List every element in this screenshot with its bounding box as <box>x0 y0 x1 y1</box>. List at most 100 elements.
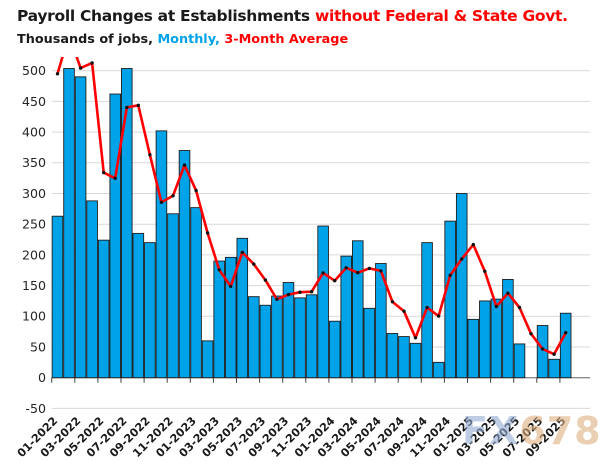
y-tick-label: 350 <box>22 155 46 170</box>
x-axis-labels: 01-202203-202205-202207-202209-202211-20… <box>15 414 569 460</box>
bars-monthly <box>51 68 572 379</box>
average-line-marker <box>217 268 221 272</box>
bar-monthly <box>340 255 352 379</box>
subtitle-units: Thousands of jobs, <box>17 32 158 47</box>
y-tick-label: 0 <box>38 370 46 385</box>
average-line-marker <box>90 61 94 65</box>
y-tick-label: 50 <box>30 339 46 354</box>
average-line-marker <box>564 331 568 335</box>
x-axis-ticks <box>51 377 561 383</box>
bar-monthly <box>178 150 191 379</box>
average-line-marker <box>344 266 348 270</box>
bar-monthly <box>328 320 341 379</box>
average-line-marker <box>252 262 256 266</box>
y-tick-label: 400 <box>22 125 46 140</box>
bar-monthly <box>409 342 422 379</box>
bar-monthly <box>120 68 133 379</box>
y-tick-label: 450 <box>22 94 46 109</box>
average-line-marker <box>182 163 187 167</box>
bar-monthly <box>386 333 399 379</box>
bar-monthly <box>201 340 214 379</box>
average-line-marker <box>529 332 533 336</box>
average-line-marker <box>263 278 268 282</box>
bar-monthly <box>224 256 237 379</box>
legend-monthly: Monthly, <box>157 32 225 47</box>
y-tick-label: 150 <box>22 278 46 293</box>
y-tick-label: -50 <box>25 401 46 416</box>
bar-monthly <box>97 239 110 379</box>
average-line-marker <box>402 309 406 313</box>
average-line-marker <box>540 347 545 351</box>
average-line-marker <box>205 231 210 235</box>
average-line-marker <box>494 304 499 309</box>
bar-monthly <box>305 294 318 379</box>
bar-monthly <box>63 68 75 379</box>
bar-monthly <box>190 207 202 379</box>
y-tick-label: 500 <box>22 63 46 78</box>
average-line-marker <box>171 194 175 198</box>
bar-monthly <box>282 282 295 379</box>
average-line-marker <box>483 269 487 273</box>
bar-monthly <box>51 215 64 379</box>
average-line-marker <box>379 269 383 273</box>
bar-monthly <box>132 232 145 379</box>
average-line-marker <box>102 170 106 175</box>
average-line-marker <box>286 292 291 297</box>
average-line-marker <box>298 290 302 294</box>
bar-monthly <box>479 300 491 379</box>
average-line-marker <box>413 336 418 340</box>
average-line-marker <box>275 297 279 301</box>
bar-monthly <box>271 295 283 379</box>
average-line-marker <box>78 66 83 70</box>
bar-monthly <box>213 260 225 379</box>
average-line-marker <box>148 153 152 157</box>
bar-monthly <box>294 297 306 379</box>
bar-monthly <box>109 93 122 379</box>
average-line-marker <box>333 279 337 283</box>
average-line-marker <box>113 176 117 180</box>
average-line-marker <box>136 103 140 108</box>
bar-monthly <box>248 296 260 379</box>
average-line-marker <box>321 271 325 275</box>
bar-monthly <box>559 312 572 379</box>
bar-monthly <box>398 336 410 379</box>
page-title: Payroll Changes at Establishments withou… <box>17 7 568 25</box>
y-tick-label: 250 <box>22 217 46 232</box>
average-line-marker <box>367 266 371 271</box>
average-line-marker <box>517 305 522 310</box>
bar-monthly <box>259 304 272 379</box>
average-line-marker <box>55 72 60 76</box>
legend-3month-average: 3-Month Average <box>224 32 349 47</box>
average-line-marker <box>240 250 244 254</box>
average-line-marker <box>436 314 441 318</box>
average-line-marker <box>194 188 198 193</box>
bar-monthly <box>86 200 98 379</box>
average-line-marker <box>448 273 452 277</box>
bar-monthly <box>548 358 560 379</box>
average-line-marker <box>471 242 475 247</box>
average-line-marker <box>309 290 314 294</box>
average-line-marker <box>552 352 556 356</box>
line-3month-average <box>55 57 568 356</box>
bar-monthly <box>502 279 514 379</box>
y-tick-label: 200 <box>22 247 46 262</box>
average-line-marker <box>159 200 164 204</box>
bar-monthly <box>236 237 249 379</box>
bar-monthly <box>467 318 480 379</box>
y-tick-label: 300 <box>22 186 46 201</box>
bar-monthly <box>317 225 329 379</box>
average-line-marker <box>356 271 360 275</box>
bar-monthly <box>352 240 364 379</box>
bar-monthly <box>444 220 456 379</box>
chart-subtitle: Thousands of jobs, Monthly, 3-Month Aver… <box>17 32 348 47</box>
bar-monthly <box>455 193 468 379</box>
bar-monthly <box>155 130 168 379</box>
average-line-marker <box>390 300 395 304</box>
bar-monthly <box>432 361 445 379</box>
average-line-marker <box>506 291 510 295</box>
y-tick-label: 100 <box>22 309 46 324</box>
title-highlight: without Federal & State Govt. <box>314 7 568 25</box>
bar-monthly <box>513 343 526 379</box>
